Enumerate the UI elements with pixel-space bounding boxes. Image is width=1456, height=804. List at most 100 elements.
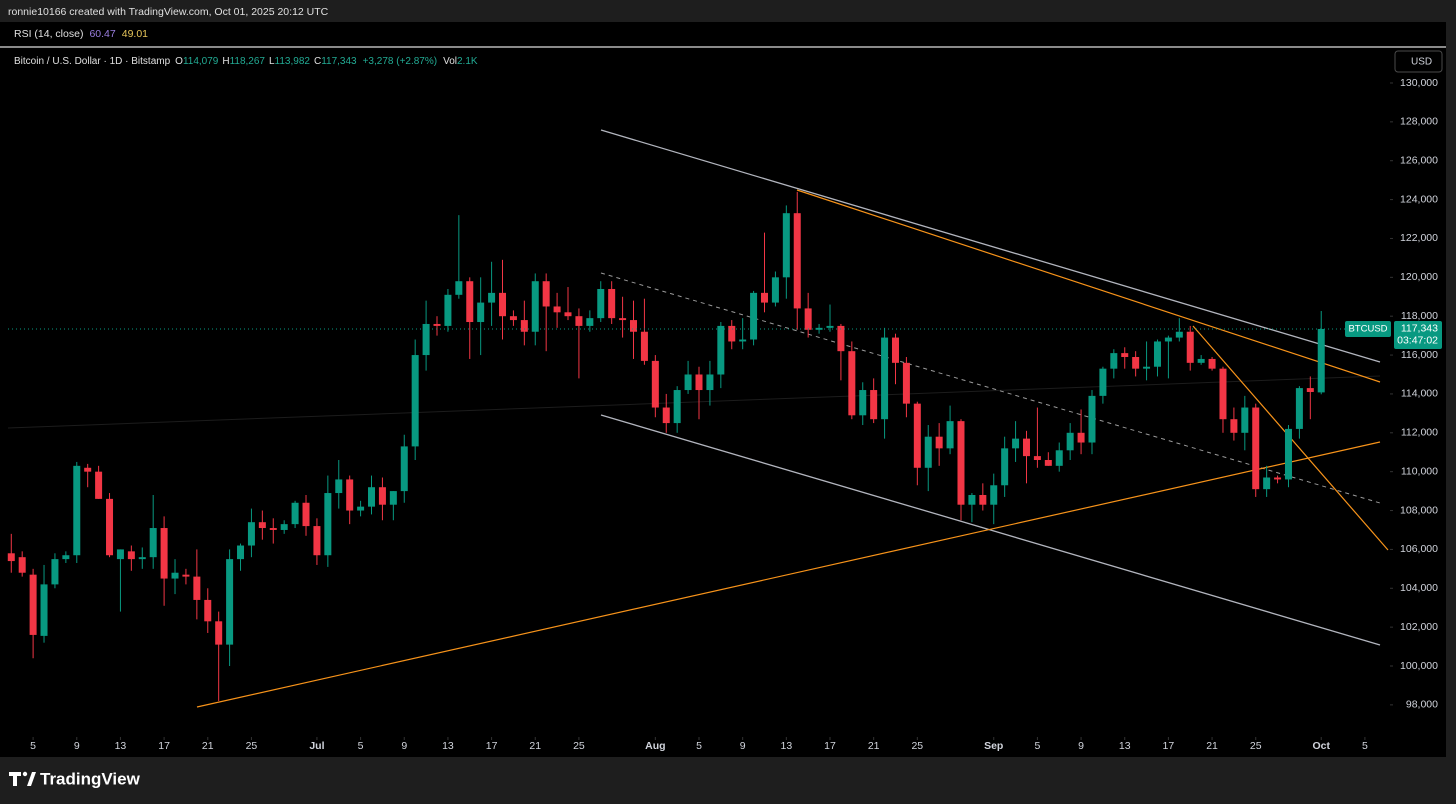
candle-body xyxy=(630,320,638,332)
candle-body xyxy=(422,323,430,356)
legend-key: L xyxy=(269,56,275,67)
candle-body xyxy=(1099,368,1107,396)
candle-body xyxy=(728,325,736,342)
candle-body xyxy=(84,467,92,472)
y-tick-label: 104,000 xyxy=(1400,582,1438,594)
candle-body xyxy=(258,522,266,529)
candle-body xyxy=(575,316,583,326)
candle-body xyxy=(389,491,397,505)
candle-body xyxy=(1033,456,1041,461)
candle-body xyxy=(335,479,343,494)
candle-body xyxy=(542,281,550,307)
legend-value: 117,343 xyxy=(321,56,357,67)
x-tick-label: 17 xyxy=(158,740,170,752)
candle-body xyxy=(138,557,146,560)
candle-body xyxy=(706,374,714,391)
y-tick-label: 126,000 xyxy=(1400,154,1438,166)
candle-body xyxy=(673,390,681,424)
x-tick-label: Jul xyxy=(309,740,324,752)
rsi-label: RSI (14, close) xyxy=(14,28,83,40)
candle-body xyxy=(935,436,943,449)
candle-body xyxy=(1241,407,1249,433)
y-tick-label: 114,000 xyxy=(1401,388,1438,400)
candle-body xyxy=(127,551,135,560)
candle-body xyxy=(1132,357,1140,369)
y-tick-label: 98,000 xyxy=(1406,699,1438,711)
y-tick-label: 112,000 xyxy=(1401,427,1438,439)
candle-body xyxy=(1274,477,1282,480)
candle-body xyxy=(520,320,528,332)
x-tick-label: 9 xyxy=(74,740,80,752)
candle-body xyxy=(488,292,496,303)
candle-body xyxy=(1284,428,1292,480)
channel-upper xyxy=(600,129,1381,363)
currency-button[interactable] xyxy=(1394,50,1443,73)
candle-body xyxy=(651,360,659,408)
candle-body xyxy=(859,390,867,416)
candle-body xyxy=(1175,331,1183,338)
trend-line xyxy=(796,189,1381,383)
attribution: ronnie10166 created with TradingView.com… xyxy=(8,6,329,18)
x-tick-label: 9 xyxy=(1078,740,1084,752)
candle-body xyxy=(717,325,725,375)
candle-body xyxy=(946,421,954,449)
last-price-label: 117,343 xyxy=(1401,323,1438,335)
x-tick-label: 13 xyxy=(780,740,792,752)
candle-body xyxy=(684,374,692,391)
logo-mark xyxy=(22,771,28,777)
candle-body xyxy=(924,436,932,468)
candle-body xyxy=(466,281,474,323)
symbol-badge xyxy=(1345,320,1391,337)
candle-body xyxy=(1153,341,1161,367)
y-tick-label: 120,000 xyxy=(1400,271,1438,283)
drawings xyxy=(7,129,1389,708)
candle-body xyxy=(499,292,507,317)
x-tick-label: 9 xyxy=(740,740,746,752)
x-tick-label: Aug xyxy=(645,740,665,752)
y-tick-label: 124,000 xyxy=(1400,193,1438,205)
candle-body xyxy=(51,559,59,585)
y-tick-label: 108,000 xyxy=(1400,504,1438,516)
x-tick-label: 17 xyxy=(824,740,836,752)
footer xyxy=(0,757,1456,804)
candle-body xyxy=(1164,337,1172,342)
candle-body xyxy=(193,576,201,600)
currency-label[interactable]: USD xyxy=(1411,57,1432,68)
candle-body xyxy=(1044,460,1052,466)
candle-body xyxy=(564,312,572,317)
candle-body xyxy=(149,528,157,558)
candle-body xyxy=(237,545,245,560)
countdown: 03:47:02 xyxy=(1397,335,1438,347)
x-tick-label: 17 xyxy=(486,740,498,752)
y-tick-label: 100,000 xyxy=(1400,660,1438,672)
brand-name: TradingView xyxy=(40,769,141,788)
candle-body xyxy=(204,599,212,622)
x-tick-label: 21 xyxy=(529,740,541,752)
candle-body xyxy=(1219,368,1227,420)
candle-body xyxy=(1197,358,1205,363)
candle-body xyxy=(1088,395,1096,443)
logo-mark xyxy=(27,772,36,786)
x-tick-label: 17 xyxy=(1163,740,1175,752)
candle-body xyxy=(793,213,801,309)
candle-body xyxy=(1252,407,1260,490)
candle-body xyxy=(40,584,48,636)
x-tick-label: 5 xyxy=(696,740,702,752)
y-tick-label: 102,000 xyxy=(1400,621,1438,633)
candle-body xyxy=(662,407,670,424)
candle-body xyxy=(106,498,114,556)
brand-logo xyxy=(9,771,36,786)
candle-body xyxy=(1295,388,1303,429)
candle-body xyxy=(913,403,921,468)
x-tick-label: 13 xyxy=(115,740,127,752)
candle-body xyxy=(62,555,70,560)
candle-body xyxy=(29,574,37,635)
x-tick-label: Sep xyxy=(984,740,1003,752)
candle-body xyxy=(182,574,190,577)
x-tick-label: 13 xyxy=(442,740,454,752)
symbol-label: BTCUSD xyxy=(1348,323,1387,334)
trend-line xyxy=(196,441,1381,708)
candle-body xyxy=(1066,432,1074,451)
candle-body xyxy=(640,331,648,361)
